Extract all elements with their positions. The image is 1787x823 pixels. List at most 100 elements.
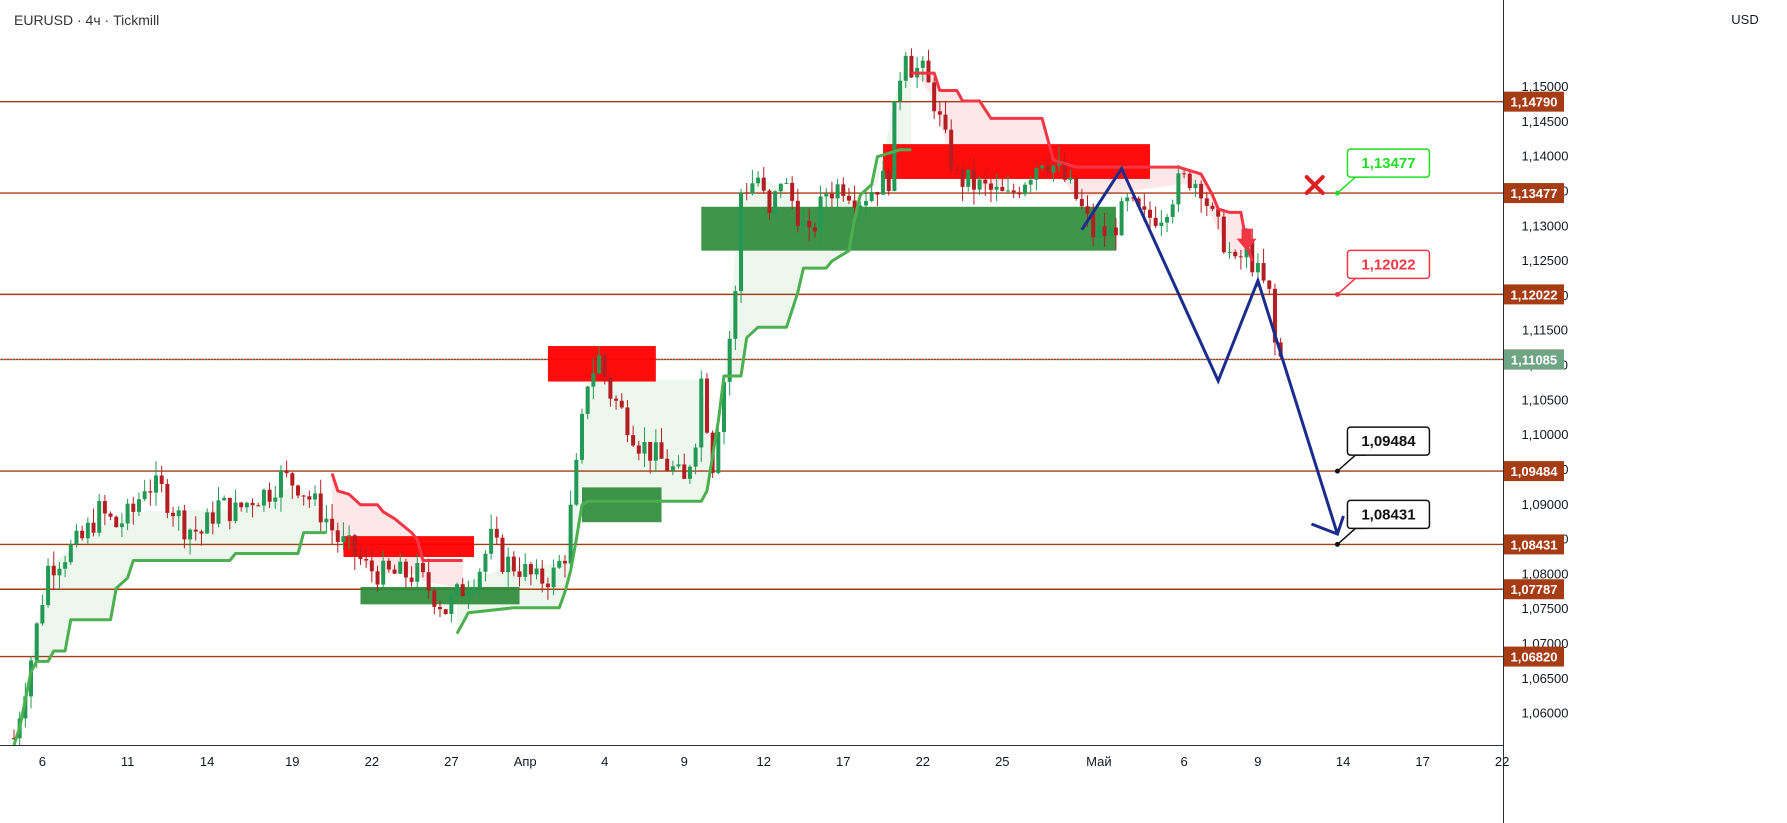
candle-body [278, 470, 283, 498]
callout-box [1346, 148, 1431, 178]
candle-body [1125, 197, 1130, 202]
candle-body [12, 738, 16, 740]
candle-body [74, 530, 79, 545]
candle-body [1040, 165, 1045, 169]
candle-body [34, 623, 39, 661]
price-tick-label: 1,10500 [1522, 392, 1569, 407]
demand-zone [701, 206, 1116, 251]
callout-box [1346, 499, 1431, 530]
candle-body [858, 205, 863, 208]
candle-body [1238, 256, 1243, 258]
candle-body [261, 489, 266, 506]
callout-pointer [1336, 527, 1366, 545]
candle-body [1119, 201, 1124, 236]
candle-body [864, 201, 868, 206]
level-tag [1504, 534, 1564, 555]
candle-body [1159, 222, 1164, 226]
candle-body [648, 442, 653, 461]
candle-body [347, 535, 352, 537]
candle-body [625, 407, 630, 436]
candle-body [1000, 186, 1005, 191]
candle-body [812, 227, 817, 232]
candle-body [1142, 206, 1147, 210]
candle-body [659, 442, 664, 459]
price-tick-label: 1,10000 [1522, 427, 1569, 442]
candle-body [506, 556, 511, 573]
candle-body [119, 523, 124, 528]
candle-body [1085, 206, 1090, 214]
candle-body [420, 563, 425, 573]
candle-body [722, 381, 726, 433]
candle-body [1148, 209, 1152, 218]
candle-body [40, 605, 45, 624]
candle-body [1272, 288, 1277, 343]
candle-body [1102, 226, 1107, 237]
time-tick-label: 25 [995, 754, 1009, 769]
candle-body [318, 493, 323, 523]
candle-body [653, 442, 658, 461]
callout-label: 1,12022 [1361, 256, 1415, 273]
candle-body [1091, 213, 1096, 238]
candle-body [403, 561, 408, 578]
candle-body [148, 491, 153, 493]
candle-body [159, 475, 164, 484]
candle-body [841, 184, 846, 196]
candle-body [369, 560, 374, 572]
candle-body [1227, 251, 1232, 253]
level-tag-label: 1,09484 [1511, 464, 1559, 479]
candle-body [426, 572, 431, 591]
candle-body [881, 170, 886, 195]
candle-body [585, 386, 590, 414]
time-tick-label: 17 [1415, 754, 1429, 769]
candle-body [1216, 208, 1221, 217]
candle-body [523, 564, 528, 577]
candle-body [1233, 251, 1238, 257]
callout-box [1346, 249, 1431, 280]
candle-body [733, 291, 738, 339]
time-tick-label: 17 [836, 754, 850, 769]
candle-body [335, 530, 340, 542]
candle-body [1182, 173, 1187, 175]
candle-body [846, 195, 851, 201]
time-tick-label: 9 [1254, 754, 1261, 769]
callout-pointer [1336, 454, 1366, 472]
candle-body [795, 200, 800, 226]
level-tag-label: 1,06820 [1511, 650, 1558, 665]
candle-body [244, 502, 249, 508]
candle-body [455, 584, 460, 596]
candle-body [602, 355, 607, 378]
time-tick-label: 22 [1495, 754, 1509, 769]
candle-body [1074, 177, 1079, 199]
candle-body [704, 378, 709, 433]
candle-body [375, 571, 380, 585]
candle-body [1034, 168, 1039, 180]
candle-body [903, 55, 908, 81]
candle-body [114, 516, 119, 528]
candle-body [432, 590, 437, 607]
candle-body [222, 497, 227, 501]
time-tick-label: 22 [365, 754, 379, 769]
candle-body [1068, 177, 1073, 180]
candle-body [824, 193, 829, 197]
candle-body [330, 518, 335, 531]
time-tick-label: 14 [200, 754, 214, 769]
candle-body [1130, 197, 1135, 199]
level-tag [1504, 646, 1564, 667]
supertrend-down-line [330, 473, 463, 562]
candle-body [540, 568, 545, 584]
time-tick-label: 22 [916, 754, 930, 769]
candle-body [949, 129, 954, 170]
candle-body [154, 475, 158, 493]
price-tick-label: 1,06000 [1522, 706, 1569, 721]
candle-body [670, 466, 675, 471]
price-axis-bg [1503, 0, 1787, 823]
candle-body [227, 497, 232, 522]
candle-body [966, 169, 971, 187]
candle-body [1267, 280, 1272, 289]
supertrend-down-fill [332, 473, 463, 589]
candle-body [1261, 263, 1266, 281]
candle-body [568, 504, 573, 564]
candle-body [500, 537, 505, 573]
supertrend-up-fill [14, 483, 327, 745]
